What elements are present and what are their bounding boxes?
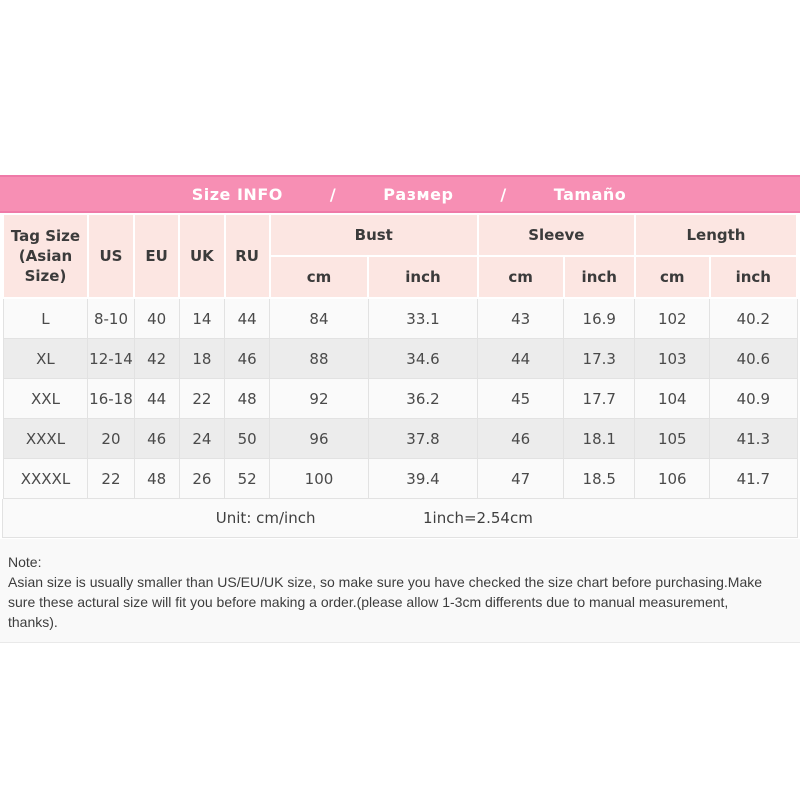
table-cell: 46 — [477, 418, 565, 459]
col-header-bust-cm: cm — [268, 255, 370, 299]
table-cell: 22 — [87, 458, 135, 499]
table-cell: 106 — [634, 458, 711, 499]
size-chart-content: Size INFO / Размер / Tamaño Tag Size (As… — [0, 175, 800, 643]
table-row-l: L 8-10 40 14 44 84 33.1 43 16.9 102 40.2 — [2, 297, 798, 339]
table-cell: 20 — [87, 418, 135, 459]
table-cell: 45 — [477, 378, 565, 419]
col-header-us: US — [86, 213, 136, 299]
tag-size-line1: Tag Size — [10, 226, 81, 245]
col-header-tag-size: Tag Size (Asian Size) — [2, 213, 89, 299]
table-cell: 22 — [178, 378, 226, 419]
table-cell: 34.6 — [367, 338, 479, 379]
col-header-uk: UK — [178, 213, 226, 299]
table-cell: 103 — [634, 338, 711, 379]
table-cell: 36.2 — [367, 378, 479, 419]
table-cell: XXXXL — [2, 458, 89, 499]
unit-footer-row: Unit: cm/inch 1inch=2.54cm — [2, 499, 798, 538]
table-cell: 52 — [223, 458, 271, 499]
table-cell: 17.3 — [563, 338, 636, 379]
table-row-xl: XL 12-14 42 18 46 88 34.6 44 17.3 103 40… — [2, 338, 798, 379]
table-cell: 41.3 — [709, 418, 798, 459]
table-row-xxxxl: XXXXL 22 48 26 52 100 39.4 47 18.5 106 4… — [2, 458, 798, 499]
size-table: Tag Size (Asian Size) US EU UK RU Bust S… — [2, 213, 799, 499]
table-row-xxl: XXL 16-18 44 22 48 92 36.2 45 17.7 104 4… — [2, 378, 798, 419]
title-size-info: Size INFO — [191, 184, 283, 204]
table-row-xxxl: XXXL 20 46 24 50 96 37.8 46 18.1 105 41.… — [2, 418, 798, 459]
table-cell: 96 — [269, 418, 369, 459]
table-cell: 44 — [223, 297, 271, 339]
tag-size-line2: (Asian Size) — [18, 246, 73, 286]
table-cell: 12-14 — [87, 338, 135, 379]
title-razmer: Размер — [383, 184, 454, 204]
table-cell: 24 — [178, 418, 226, 459]
col-header-sleeve-cm: cm — [476, 255, 565, 299]
col-header-ru: RU — [223, 213, 271, 299]
table-cell: 8-10 — [87, 297, 135, 339]
table-cell: 46 — [223, 338, 271, 379]
title-tamano: Tamaño — [553, 184, 627, 204]
table-cell: 16-18 — [87, 378, 135, 419]
title-separator: / — [329, 184, 337, 204]
col-group-sleeve: Sleeve — [476, 213, 636, 257]
note-section: Note: Asian size is usually smaller than… — [0, 539, 800, 643]
table-cell: 84 — [269, 297, 369, 339]
table-cell: 105 — [634, 418, 711, 459]
table-cell: 16.9 — [563, 297, 636, 339]
note-body: Asian size is usually smaller than US/EU… — [8, 574, 763, 630]
col-header-length-cm: cm — [633, 255, 711, 299]
table-cell: 43 — [477, 297, 565, 339]
table-cell: 33.1 — [367, 297, 479, 339]
table-cell: 100 — [269, 458, 369, 499]
table-cell: 40 — [133, 297, 180, 339]
unit-label: Unit: cm/inch — [215, 509, 316, 527]
table-cell: 18.5 — [563, 458, 636, 499]
table-cell: L — [2, 297, 89, 339]
table-cell: 47 — [477, 458, 565, 499]
table-cell: 40.9 — [709, 378, 798, 419]
table-cell: 92 — [269, 378, 369, 419]
table-cell: 88 — [269, 338, 369, 379]
table-cell: 18 — [178, 338, 226, 379]
table-cell: 104 — [634, 378, 711, 419]
table-cell: 44 — [477, 338, 565, 379]
col-header-eu: EU — [132, 213, 181, 299]
table-cell: 48 — [223, 378, 271, 419]
table-cell: XL — [2, 338, 89, 379]
table-cell: 102 — [634, 297, 711, 339]
sub-header-row: cm inch cm inch cm inch — [3, 255, 799, 299]
table-cell: 42 — [133, 338, 180, 379]
table-cell: 39.4 — [367, 458, 479, 499]
col-header-sleeve-inch: inch — [562, 255, 636, 299]
table-cell: XXL — [2, 378, 89, 419]
col-group-bust: Bust — [268, 213, 479, 257]
table-cell: 37.8 — [367, 418, 479, 459]
inch-conversion-label: 1inch=2.54cm — [423, 509, 533, 527]
table-cell: 14 — [178, 297, 226, 339]
table-cell: 40.2 — [709, 297, 798, 339]
size-info-title-bar: Size INFO / Размер / Tamaño — [0, 175, 800, 213]
col-group-length: Length — [633, 213, 799, 257]
table-cell: 26 — [178, 458, 226, 499]
table-cell: 41.7 — [709, 458, 798, 499]
table-cell: 50 — [223, 418, 271, 459]
table-cell: XXXL — [2, 418, 89, 459]
table-cell: 48 — [133, 458, 180, 499]
note-title: Note: — [8, 554, 42, 570]
col-header-length-inch: inch — [708, 255, 799, 299]
table-cell: 46 — [133, 418, 180, 459]
table-cell: 17.7 — [563, 378, 636, 419]
col-header-bust-inch: inch — [367, 255, 479, 299]
title-separator: / — [500, 184, 507, 204]
table-cell: 40.6 — [709, 338, 798, 379]
table-cell: 44 — [133, 378, 180, 419]
table-cell: 18.1 — [563, 418, 636, 459]
group-header-row: Tag Size (Asian Size) US EU UK RU Bust S… — [2, 213, 799, 299]
